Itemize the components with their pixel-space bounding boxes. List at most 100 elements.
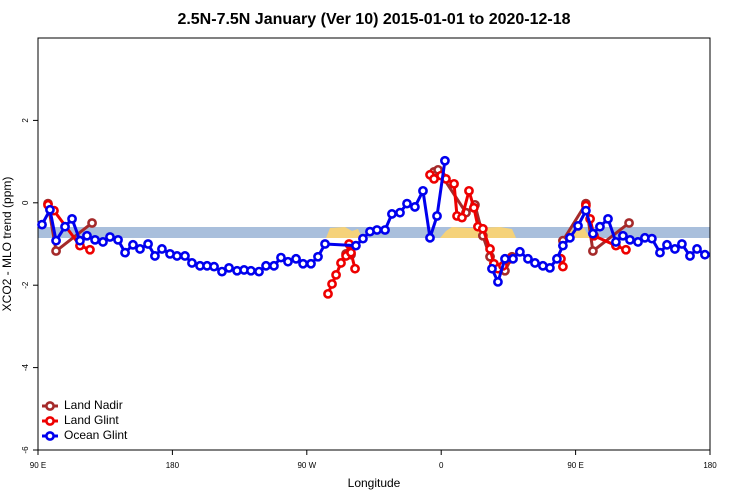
data-point bbox=[87, 218, 97, 228]
data-point bbox=[67, 213, 77, 224]
legend-label: Land Nadir bbox=[64, 398, 123, 412]
y-tick-label: -2 bbox=[21, 281, 30, 289]
data-point bbox=[187, 258, 197, 268]
land-patch bbox=[440, 227, 516, 238]
data-point bbox=[595, 221, 605, 232]
data-point bbox=[98, 237, 108, 247]
data-point bbox=[440, 155, 450, 166]
data-point bbox=[485, 244, 495, 254]
data-point bbox=[425, 232, 435, 243]
data-point bbox=[624, 218, 634, 228]
data-point bbox=[105, 232, 115, 242]
data-point bbox=[320, 239, 330, 249]
data-point bbox=[380, 225, 390, 235]
data-point bbox=[477, 223, 488, 234]
data-point bbox=[269, 260, 279, 271]
data-point bbox=[331, 269, 341, 280]
data-point bbox=[85, 244, 95, 255]
data-point bbox=[395, 207, 405, 218]
data-point bbox=[514, 246, 525, 257]
data-point bbox=[530, 258, 540, 268]
data-point bbox=[90, 234, 100, 245]
data-point bbox=[387, 209, 397, 219]
x-axis-label: Longitude bbox=[348, 476, 401, 490]
legend-marker bbox=[45, 416, 55, 426]
data-point bbox=[37, 219, 47, 230]
data-point bbox=[552, 253, 562, 264]
data-point bbox=[350, 263, 360, 274]
legend-marker bbox=[45, 431, 55, 441]
y-axis-label: XCO2 - MLO trend (ppm) bbox=[0, 177, 14, 312]
data-point bbox=[500, 253, 510, 264]
data-point bbox=[60, 221, 70, 232]
legend-marker bbox=[45, 401, 55, 411]
data-point bbox=[351, 240, 361, 251]
data-point bbox=[633, 237, 643, 247]
data-point bbox=[647, 233, 657, 244]
legend-label: Ocean Glint bbox=[64, 428, 128, 442]
chart-title: 2.5N-7.5N January (Ver 10) 2015-01-01 to… bbox=[177, 11, 570, 28]
data-point bbox=[82, 230, 92, 241]
data-point bbox=[558, 261, 568, 272]
data-point bbox=[246, 265, 256, 276]
legend-label: Land Glint bbox=[64, 413, 119, 427]
data-point bbox=[662, 239, 672, 250]
data-point bbox=[545, 262, 555, 273]
data-point bbox=[700, 249, 710, 260]
x-tick-label: 90 W bbox=[297, 461, 316, 470]
x-tick-label: 180 bbox=[166, 461, 180, 470]
x-tick-label: 180 bbox=[703, 461, 717, 470]
data-point bbox=[603, 213, 613, 224]
data-point bbox=[51, 246, 61, 256]
data-point bbox=[358, 233, 368, 244]
data-point bbox=[336, 258, 346, 268]
x-tick-label: 0 bbox=[439, 461, 444, 470]
data-point bbox=[120, 247, 130, 258]
data-point bbox=[558, 240, 568, 251]
data-point bbox=[685, 251, 695, 261]
data-point bbox=[523, 253, 533, 264]
data-point bbox=[346, 247, 356, 258]
data-point bbox=[588, 228, 598, 239]
plot-area bbox=[37, 155, 710, 299]
y-tick-label: 0 bbox=[21, 200, 30, 205]
data-point bbox=[113, 234, 123, 245]
data-point bbox=[298, 258, 308, 269]
data-point bbox=[143, 239, 153, 249]
data-point bbox=[75, 235, 85, 246]
data-point bbox=[276, 252, 286, 263]
data-point bbox=[611, 237, 621, 247]
data-point bbox=[418, 185, 428, 196]
data-point bbox=[573, 220, 583, 231]
y-tick-label: -4 bbox=[21, 363, 30, 371]
data-point bbox=[449, 178, 459, 189]
data-point bbox=[565, 232, 575, 243]
data-point bbox=[618, 230, 628, 241]
data-point bbox=[172, 251, 182, 261]
data-point bbox=[487, 263, 497, 274]
data-point bbox=[313, 251, 323, 262]
data-point bbox=[402, 198, 412, 209]
plot-frame bbox=[37, 37, 711, 451]
data-point bbox=[677, 239, 687, 249]
data-point bbox=[581, 205, 591, 216]
x-tick-label: 90 E bbox=[30, 461, 46, 470]
data-point bbox=[135, 244, 145, 254]
data-point bbox=[224, 262, 234, 273]
data-point bbox=[254, 266, 264, 277]
data-point bbox=[157, 244, 167, 254]
data-point bbox=[128, 239, 138, 250]
y-tick-label: -6 bbox=[21, 446, 30, 454]
data-point bbox=[464, 185, 474, 196]
data-point bbox=[283, 256, 293, 267]
data-point bbox=[291, 253, 301, 264]
land-patch bbox=[326, 227, 362, 238]
data-point bbox=[621, 244, 631, 255]
data-point bbox=[493, 277, 503, 287]
data-point bbox=[372, 225, 382, 235]
data-point bbox=[209, 261, 219, 272]
data-point bbox=[457, 212, 467, 223]
data-point bbox=[655, 247, 665, 258]
